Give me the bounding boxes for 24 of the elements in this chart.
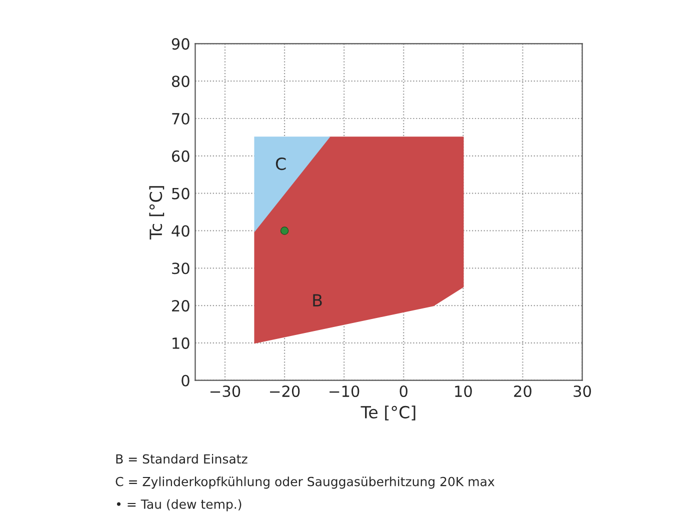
y-axis-title: Tc [°C] [149,186,164,240]
y-tick-label: 40 [172,225,190,237]
y-tick-label: 90 [172,38,190,50]
x-tick-label: 0 [400,385,408,398]
text: C = Zylinderkopfkühlung oder Sauggasüberhitzung 20K max [116,476,494,489]
y-tick-label: 20 [172,300,190,312]
y-tick-label: 0 [182,374,190,386]
y-tick-label: 10 [172,337,190,349]
x-tick-label: −30 [210,385,240,398]
x-axis-title: Te [°C] [360,406,416,420]
x-tick-label: 10 [455,385,472,398]
y-tick-label: 80 [172,76,190,88]
x-tick-label: 30 [574,385,591,398]
y-tick-label: 30 [172,262,190,274]
text: B = Standard Einsatz [116,454,248,464]
x-tick-label: −10 [330,385,360,398]
x-tick-label: −20 [270,385,300,398]
x-tick-label: 20 [514,385,532,398]
y-tick-label: 60 [172,150,190,162]
y-tick-label: 70 [172,112,190,125]
y-tick-label: 50 [172,188,190,200]
series-label: B [313,294,322,306]
text: • = Tau (dew temp.) [116,499,242,512]
series-label: C [276,157,286,170]
